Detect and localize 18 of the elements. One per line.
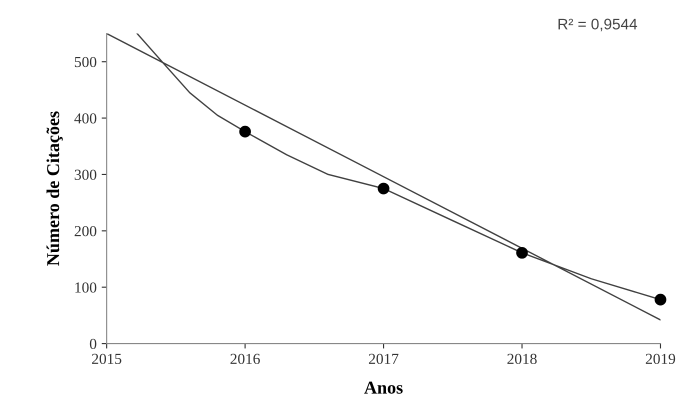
x-tick-label: 2017 <box>368 354 398 364</box>
y-tick-label: 300 <box>74 170 96 180</box>
y-tick-label: 400 <box>74 113 96 124</box>
point <box>378 182 390 194</box>
y-tick-label: 500 <box>74 56 96 68</box>
x-tick-label: 2016 <box>230 354 260 364</box>
y-tick-label: 100 <box>75 282 96 293</box>
x-axis-title: Anos <box>364 382 403 394</box>
text: R² = 0,9544 <box>558 18 638 32</box>
point <box>654 294 666 306</box>
point <box>516 246 528 259</box>
y-axis-title: Número de Citações <box>46 111 63 266</box>
x-tick-label: 2019 <box>646 354 676 364</box>
x-tick-label: 2015 <box>92 354 122 364</box>
point <box>239 126 251 138</box>
y-tick-label: 0 <box>90 338 96 350</box>
x-tick-label: 2018 <box>507 354 537 364</box>
y-tick-label: 200 <box>74 226 96 236</box>
